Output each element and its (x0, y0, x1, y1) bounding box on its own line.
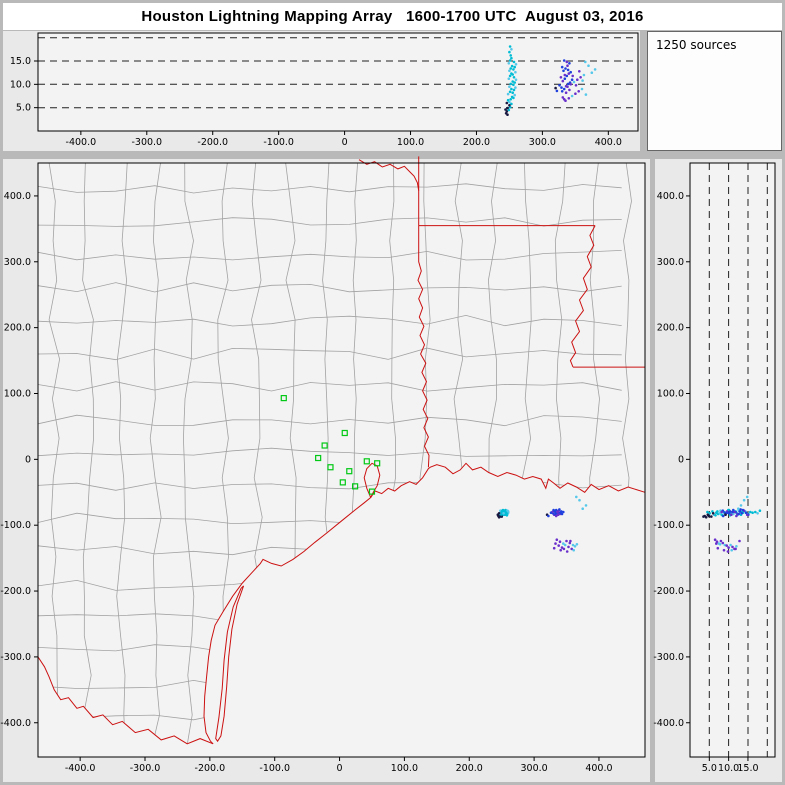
svg-text:10.0: 10.0 (718, 763, 739, 774)
svg-text:15.0: 15.0 (737, 763, 758, 774)
plan-view-map[interactable] (37, 162, 646, 758)
lma-station-markers (280, 394, 381, 495)
svg-text:-100.0: -100.0 (653, 520, 684, 531)
state-borders-coastline (37, 156, 646, 745)
svg-text:-400.0: -400.0 (65, 763, 96, 774)
svg-text:-300.0: -300.0 (0, 652, 31, 663)
svg-text:5.0: 5.0 (16, 103, 31, 114)
svg-text:-200.0: -200.0 (195, 763, 226, 774)
alt-ns-panel[interactable] (689, 162, 776, 758)
svg-text:-200.0: -200.0 (653, 586, 684, 597)
svg-text:-400.0: -400.0 (66, 137, 97, 148)
svg-text:100.0: 100.0 (391, 763, 418, 774)
svg-text:300.0: 300.0 (657, 257, 684, 268)
svg-text:-400.0: -400.0 (0, 718, 31, 729)
svg-text:-300.0: -300.0 (653, 652, 684, 663)
svg-text:400.0: 400.0 (585, 763, 612, 774)
svg-text:0: 0 (678, 454, 684, 465)
svg-text:-300.0: -300.0 (131, 137, 162, 148)
svg-text:100.0: 100.0 (657, 388, 684, 399)
svg-text:10.0: 10.0 (10, 79, 31, 90)
axis-ticks-labels: -400.0 -400.0 -400.0 -400.0 -300.0 -300.0 -300… (0, 56, 758, 774)
sources-panel: 1250 sources (647, 31, 782, 151)
svg-text:0: 0 (337, 763, 343, 774)
svg-text:-200.0: -200.0 (197, 137, 228, 148)
svg-text:200.0: 200.0 (4, 323, 31, 334)
svg-text:-400.0: -400.0 (653, 718, 684, 729)
svg-text:-100.0: -100.0 (259, 763, 290, 774)
svg-text:-200.0: -200.0 (0, 586, 31, 597)
svg-text:-100.0: -100.0 (263, 137, 294, 148)
svg-text:400.0: 400.0 (595, 137, 622, 148)
window-title: Houston Lightning Mapping Array 1600-170… (141, 8, 644, 25)
svg-text:200.0: 200.0 (456, 763, 483, 774)
alt-ew-panel[interactable] (37, 32, 639, 132)
svg-text:100.0: 100.0 (397, 137, 424, 148)
svg-text:-100.0: -100.0 (0, 520, 31, 531)
sources-count-label: 1250 sources (656, 38, 737, 52)
svg-text:15.0: 15.0 (10, 56, 31, 67)
svg-text:0: 0 (25, 454, 31, 465)
svg-text:0: 0 (342, 137, 348, 148)
svg-text:300.0: 300.0 (529, 137, 556, 148)
altitude-gridlines (38, 37, 768, 757)
svg-text:200.0: 200.0 (657, 323, 684, 334)
svg-text:400.0: 400.0 (4, 191, 31, 202)
lightning-source-points (496, 45, 762, 553)
svg-text:100.0: 100.0 (4, 388, 31, 399)
svg-text:5.0: 5.0 (702, 763, 717, 774)
svg-text:400.0: 400.0 (657, 191, 684, 202)
svg-text:300.0: 300.0 (521, 763, 548, 774)
title-bar: Houston Lightning Mapping Array 1600-170… (3, 3, 782, 30)
svg-text:300.0: 300.0 (4, 257, 31, 268)
svg-text:200.0: 200.0 (463, 137, 490, 148)
svg-text:-300.0: -300.0 (130, 763, 161, 774)
